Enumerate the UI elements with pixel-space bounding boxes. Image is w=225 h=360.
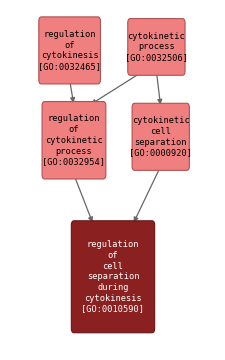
Text: regulation
of
cell
separation
during
cytokinesis
[GO:0010590]: regulation of cell separation during cyt… xyxy=(81,240,144,314)
FancyBboxPatch shape xyxy=(39,17,100,84)
FancyBboxPatch shape xyxy=(42,102,105,179)
Text: cytokinetic
process
[GO:0032506]: cytokinetic process [GO:0032506] xyxy=(124,32,187,62)
Text: cytokinetic
cell
separation
[GO:0000920]: cytokinetic cell separation [GO:0000920] xyxy=(129,116,191,157)
Text: regulation
of
cytokinesis
[GO:0032465]: regulation of cytokinesis [GO:0032465] xyxy=(38,30,101,71)
FancyBboxPatch shape xyxy=(127,19,184,75)
FancyBboxPatch shape xyxy=(71,221,154,333)
FancyBboxPatch shape xyxy=(131,103,189,170)
Text: regulation
of
cytokinetic
process
[GO:0032954]: regulation of cytokinetic process [GO:00… xyxy=(42,114,105,166)
